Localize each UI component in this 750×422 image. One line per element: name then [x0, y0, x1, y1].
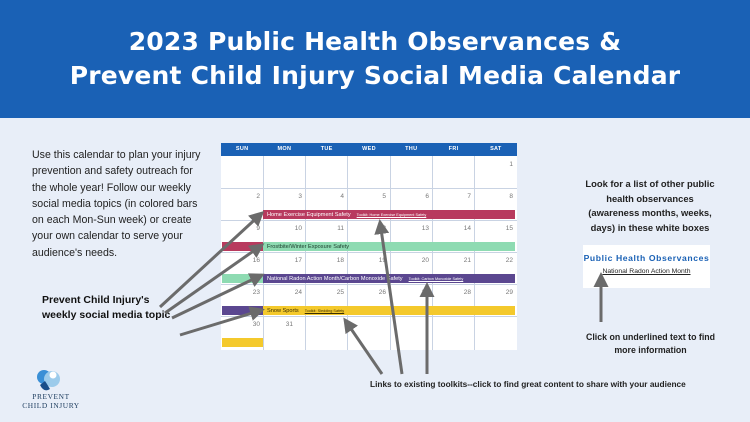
observances-hint: Look for a list of other public health o…	[585, 178, 715, 233]
week-bar-snow-sports-end	[222, 338, 263, 347]
toolkit-link[interactable]: Toolkit: Sledding Safety	[304, 308, 345, 313]
day-number: 23	[252, 289, 260, 296]
week-bar-label: National Radon Action Month/Carbon Monox…	[267, 275, 403, 282]
day-number: 26	[378, 289, 386, 296]
day-number: 13	[421, 225, 429, 232]
day-number: 4	[340, 193, 344, 200]
calendar: SUN MON TUE WED THU FRI SAT 1 2 3 4 5 6 …	[221, 143, 517, 350]
day-name-fri: FRI	[448, 146, 459, 152]
day-number: 27	[421, 289, 429, 296]
day-number: 28	[463, 289, 471, 296]
day-number: 17	[294, 257, 302, 264]
day-number: 14	[463, 225, 471, 232]
calendar-header: SUN MON TUE WED THU FRI SAT	[221, 143, 517, 156]
logo-text: PREVENT CHILD INJURY	[16, 392, 86, 410]
day-number: 11	[337, 225, 344, 232]
day-number: 20	[421, 257, 429, 264]
grid-line	[305, 156, 306, 350]
week-bar-frostbite: Frostbite/Winter Exposure Safety	[263, 242, 515, 251]
day-number: 25	[336, 289, 344, 296]
week-bar-radon-end	[222, 306, 263, 315]
title-banner: 2023 Public Health Observances & Prevent…	[0, 0, 750, 118]
day-name-mon: MON	[277, 146, 292, 152]
day-number: 19	[378, 257, 386, 264]
week-bar-home-exercise: Home Exercise Equipment Safety Toolkit: …	[263, 210, 515, 219]
grid-line	[432, 156, 433, 350]
week-bar-frostbite-end	[222, 274, 263, 283]
day-number: 6	[425, 193, 429, 200]
day-number: 12	[378, 225, 386, 232]
day-number: 7	[467, 193, 471, 200]
week-bar-label: Home Exercise Equipment Safety	[267, 211, 351, 218]
grid-line	[474, 156, 475, 350]
day-number: 21	[463, 257, 471, 264]
grid-line	[221, 188, 517, 189]
logo-icon	[37, 370, 60, 391]
intro-paragraph: Use this calendar to plan your injury pr…	[32, 149, 201, 259]
day-name-sat: SAT	[490, 146, 502, 152]
grid-line	[347, 156, 348, 350]
observances-title: Public Health Observances	[583, 253, 710, 263]
week-bar-label: Snow Sports	[267, 307, 299, 314]
grid-line	[221, 316, 517, 317]
title-line-1: 2023 Public Health Observances &	[128, 27, 622, 56]
day-number: 16	[252, 257, 260, 264]
day-number: 9	[256, 225, 260, 232]
week-bar-label: Frostbite/Winter Exposure Safety	[267, 243, 350, 250]
day-name-sun: SUN	[235, 146, 249, 152]
day-number: 29	[505, 289, 513, 296]
grid-line	[390, 156, 391, 350]
day-number: 18	[336, 257, 344, 264]
click-hint: Click on underlined text to find more in…	[585, 332, 716, 356]
observances-box: Public Health Observances National Radon…	[583, 245, 710, 288]
toolkit-link[interactable]: Toolkit: Home Exercise Equipment Safety	[356, 212, 427, 217]
day-number: 10	[294, 225, 302, 232]
day-number: 22	[505, 257, 513, 264]
logo-line-2: CHILD INJURY	[22, 400, 80, 410]
week-bar-home-exercise-end	[222, 242, 263, 251]
grid-line	[263, 156, 264, 350]
week-bar-radon: National Radon Action Month/Carbon Monox…	[263, 274, 515, 283]
day-number: 2	[256, 193, 260, 200]
day-number: 24	[294, 289, 302, 296]
observance-link[interactable]: National Radon Action Month	[602, 268, 691, 275]
day-number: 1	[509, 161, 513, 168]
day-number: 8	[509, 193, 513, 200]
day-number: 31	[285, 321, 293, 328]
weekly-topic-label: Prevent Child Injury's weekly social med…	[42, 294, 171, 321]
day-name-wed: WED	[362, 146, 376, 152]
day-name-tue: TUE	[320, 146, 333, 152]
day-number: 5	[382, 193, 386, 200]
toolkit-link[interactable]: Toolkit: Carbon Monoxide Safety	[408, 276, 464, 281]
day-number: 15	[505, 225, 513, 232]
toolkit-hint: Links to existing toolkits--click to fin…	[370, 379, 686, 389]
day-name-thu: THU	[405, 146, 418, 152]
grid-line	[221, 220, 517, 221]
grid-line	[221, 284, 517, 285]
title-line-2: Prevent Child Injury Social Media Calend…	[69, 61, 681, 90]
logo-line-1: PREVENT	[32, 392, 70, 401]
grid-line	[221, 252, 517, 253]
day-number: 30	[252, 321, 260, 328]
day-number: 3	[298, 193, 302, 200]
week-bar-snow-sports: Snow Sports Toolkit: Sledding Safety	[263, 306, 515, 315]
